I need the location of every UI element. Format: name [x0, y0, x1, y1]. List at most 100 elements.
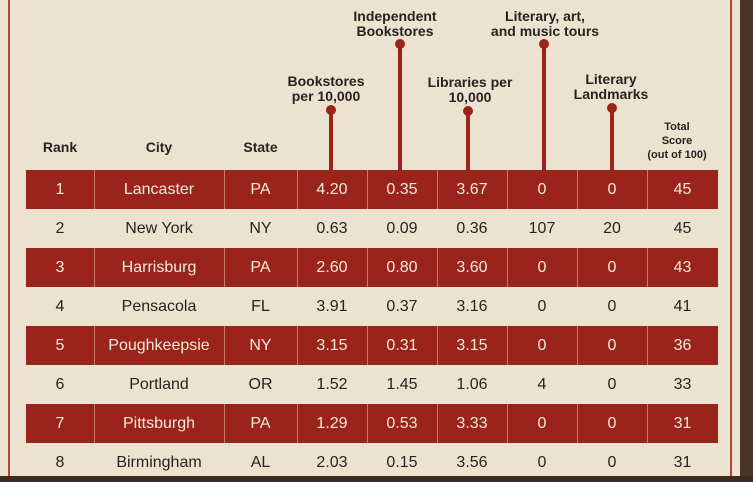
cell-divider — [577, 170, 578, 209]
cell-libraries: 3.15 — [456, 337, 488, 354]
cell-divider — [507, 404, 508, 443]
cell-divider — [647, 248, 648, 287]
cell-tours: 0 — [537, 181, 547, 198]
cell-divider — [437, 326, 438, 365]
cell-state: PA — [250, 259, 271, 276]
cell-divider — [297, 248, 298, 287]
cell-landmarks: 0 — [607, 298, 617, 315]
table-row: 1 Lancaster PA 4.20 0.35 3.67 0 0 45 — [26, 170, 718, 209]
cell-tours: 0 — [537, 259, 547, 276]
cell-city: Portland — [129, 376, 189, 393]
cell-total: 45 — [673, 181, 692, 198]
cell-rank: 5 — [55, 337, 65, 354]
bookstores-stem — [329, 110, 333, 170]
landmarks-stem — [610, 108, 614, 170]
bookstores-dot-icon — [326, 105, 336, 115]
cell-libraries: 3.16 — [456, 298, 488, 315]
cell-libraries: 0.36 — [456, 220, 488, 237]
cell-bookstores: 3.91 — [316, 298, 348, 315]
cell-tours: 4 — [537, 376, 547, 393]
cell-bookstores: 2.03 — [316, 454, 348, 471]
tours-stem — [542, 44, 546, 170]
cell-divider — [577, 248, 578, 287]
cell-total: 41 — [673, 298, 692, 315]
table-row: 8 Birmingham AL 2.03 0.15 3.56 0 0 31 — [26, 443, 718, 482]
cell-indie: 0.37 — [386, 298, 418, 315]
cell-divider — [507, 170, 508, 209]
cell-libraries: 3.60 — [456, 259, 488, 276]
header-landmarks: Literary Landmarks — [573, 71, 649, 102]
cell-divider — [437, 404, 438, 443]
indie-dot-icon — [395, 39, 405, 49]
cell-landmarks: 0 — [607, 454, 617, 471]
cell-city: Pensacola — [121, 298, 197, 315]
cell-total: 43 — [673, 259, 692, 276]
header-bookstores: Bookstores per 10,000 — [287, 73, 365, 104]
cell-indie: 0.31 — [386, 337, 418, 354]
infographic-paper — [0, 0, 740, 476]
cell-state: NY — [249, 220, 272, 237]
tours-dot-icon — [539, 39, 549, 49]
cell-divider — [647, 170, 648, 209]
cell-bookstores: 3.15 — [316, 337, 348, 354]
cell-city: Poughkeepsie — [108, 337, 210, 354]
cell-divider — [647, 404, 648, 443]
cell-indie: 0.35 — [386, 181, 418, 198]
cell-divider — [224, 326, 225, 365]
table-row: 7 Pittsburgh PA 1.29 0.53 3.33 0 0 31 — [26, 404, 718, 443]
cell-landmarks: 0 — [607, 415, 617, 432]
cell-divider — [437, 248, 438, 287]
cell-rank: 1 — [55, 181, 65, 198]
cell-total: 31 — [673, 454, 692, 471]
cell-tours: 107 — [528, 220, 556, 237]
cell-divider — [647, 326, 648, 365]
cell-indie: 1.45 — [386, 376, 418, 393]
cell-rank: 4 — [55, 298, 65, 315]
cell-indie: 0.80 — [386, 259, 418, 276]
table-row: 2 New York NY 0.63 0.09 0.36 107 20 45 — [26, 209, 718, 248]
cell-divider — [94, 404, 95, 443]
cell-libraries: 3.67 — [456, 181, 488, 198]
right-border-line — [730, 0, 732, 476]
cell-divider — [367, 248, 368, 287]
cell-bookstores: 1.52 — [316, 376, 348, 393]
cell-divider — [94, 326, 95, 365]
cell-city: New York — [125, 220, 193, 237]
header-city: City — [145, 139, 173, 155]
table-row: 4 Pensacola FL 3.91 0.37 3.16 0 0 41 — [26, 287, 718, 326]
cell-bookstores: 2.60 — [316, 259, 348, 276]
cell-rank: 7 — [55, 415, 65, 432]
cell-state: AL — [250, 454, 271, 471]
cell-rank: 6 — [55, 376, 65, 393]
header-libraries: Libraries per 10,000 — [427, 74, 513, 105]
cell-state: PA — [250, 415, 271, 432]
cell-divider — [224, 248, 225, 287]
cell-divider — [507, 326, 508, 365]
cell-tours: 0 — [537, 298, 547, 315]
cell-divider — [437, 170, 438, 209]
cell-divider — [224, 170, 225, 209]
cell-divider — [577, 404, 578, 443]
cell-divider — [94, 248, 95, 287]
cell-city: Lancaster — [123, 181, 195, 198]
cell-rank: 2 — [55, 220, 65, 237]
landmarks-dot-icon — [607, 103, 617, 113]
cell-total: 36 — [673, 337, 692, 354]
cell-tours: 0 — [537, 454, 547, 471]
table-row: 5 Poughkeepsie NY 3.15 0.31 3.15 0 0 36 — [26, 326, 718, 365]
header-rank: Rank — [42, 139, 78, 155]
cell-divider — [297, 404, 298, 443]
cell-total: 31 — [673, 415, 692, 432]
cell-tours: 0 — [537, 337, 547, 354]
table-row: 3 Harrisburg PA 2.60 0.80 3.60 0 0 43 — [26, 248, 718, 287]
table-row: 6 Portland OR 1.52 1.45 1.06 4 0 33 — [26, 365, 718, 404]
header-total: Total Score (out of 100) — [647, 121, 707, 161]
cell-libraries: 3.56 — [456, 454, 488, 471]
cell-divider — [224, 404, 225, 443]
cell-bookstores: 0.63 — [316, 220, 348, 237]
cell-landmarks: 20 — [603, 220, 621, 237]
cell-rank: 3 — [55, 259, 65, 276]
header-tours: Literary, art, and music tours — [490, 8, 600, 39]
cell-indie: 0.09 — [386, 220, 418, 237]
libraries-dot-icon — [463, 106, 473, 116]
